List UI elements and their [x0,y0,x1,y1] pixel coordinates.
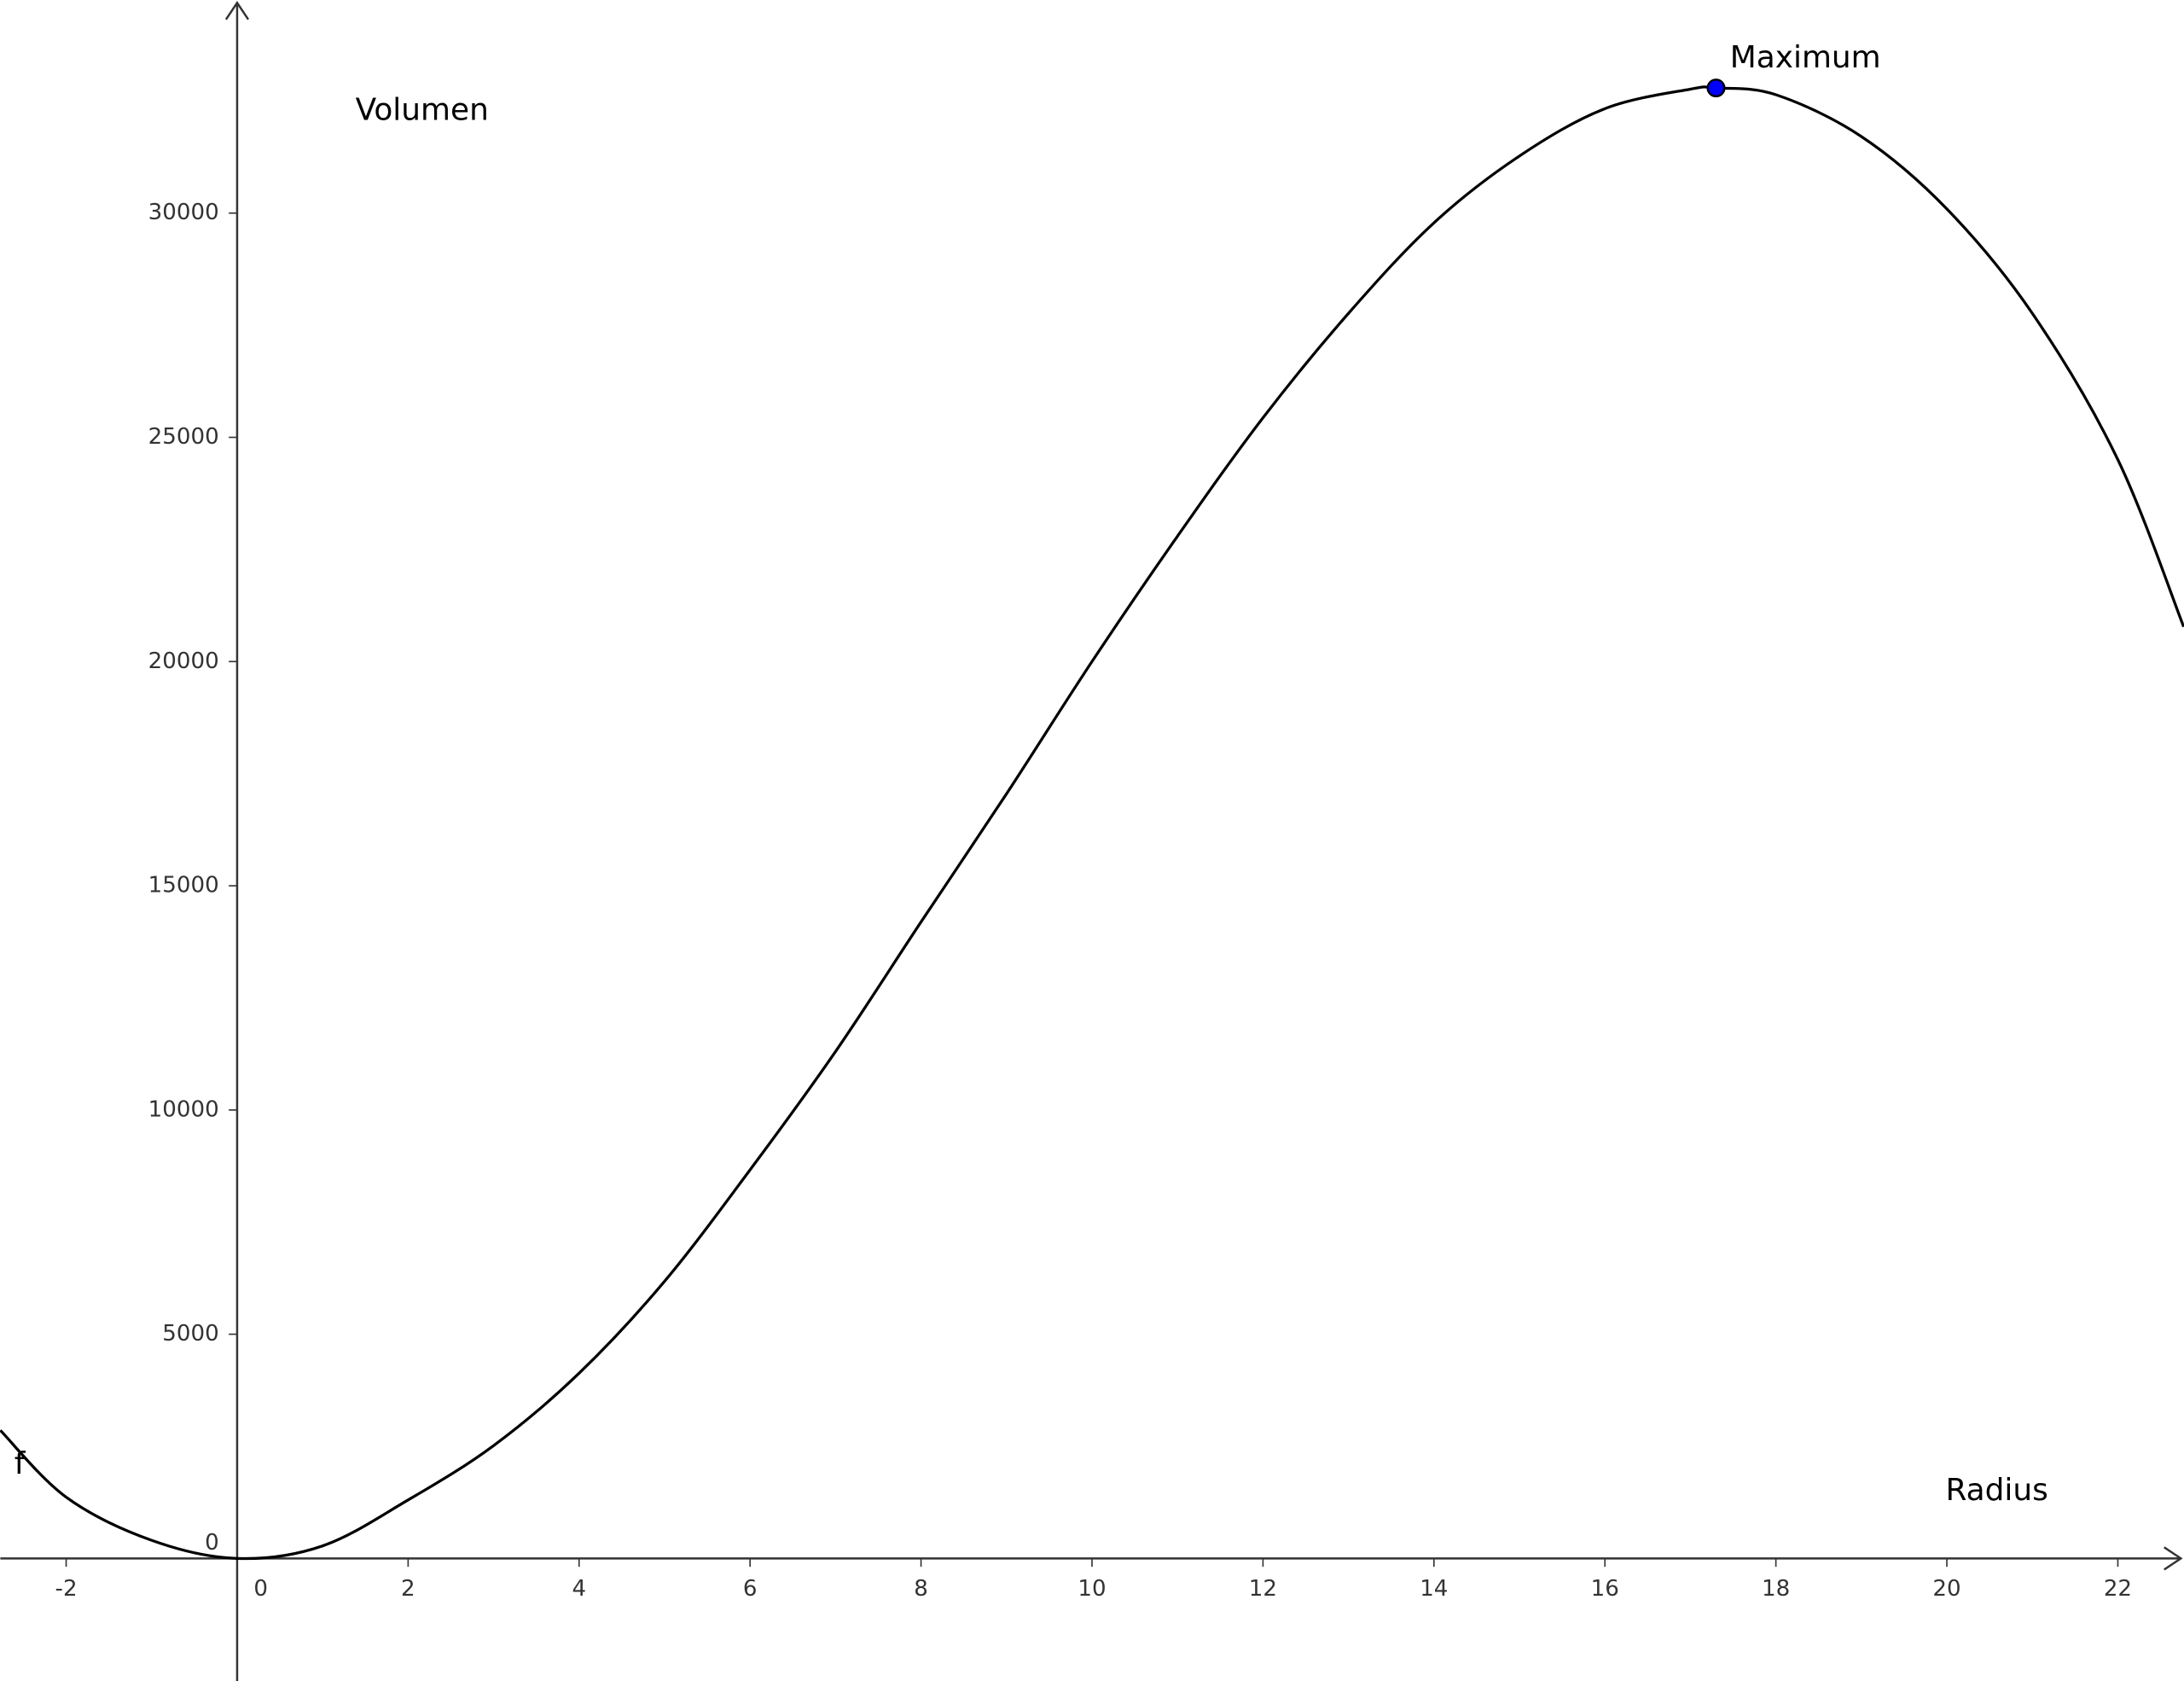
x-tick-label: 16 [1591,1576,1619,1602]
y-tick-label: 15000 [148,873,219,899]
x-axis-label: Radius [1946,1473,2048,1508]
maximum-point [1706,79,1726,98]
x-tick-label: 12 [1249,1576,1277,1602]
x-tick-label: 0 [253,1576,268,1602]
y-tick-label: 5000 [162,1321,218,1347]
point-label: Maximum [1730,40,1881,75]
x-tick-label: 20 [1932,1576,1960,1602]
y-tick-label: 25000 [148,424,219,450]
x-tick-label: 18 [1762,1576,1790,1602]
function-curve [0,85,2184,1561]
x-tick-label: 2 [401,1576,415,1602]
x-tick-label: 6 [743,1576,758,1602]
y-tick-label: 30000 [148,200,219,225]
x-tick-label: 8 [914,1576,928,1602]
y-tick-label: 10000 [148,1096,219,1122]
x-tick-label: 14 [1420,1576,1448,1602]
y-axis-arrow [224,1,250,20]
y-axis-label: Volumen [356,93,489,128]
x-axis-arrow [2164,1546,2183,1571]
x-tick-label: 22 [2104,1576,2132,1602]
y-tick-label: 20000 [148,649,219,674]
x-tick-label: 10 [1077,1576,1106,1602]
x-tick-label: 4 [572,1576,586,1602]
x-tick-label: -2 [55,1576,78,1602]
y-tick-label: 0 [205,1530,219,1556]
